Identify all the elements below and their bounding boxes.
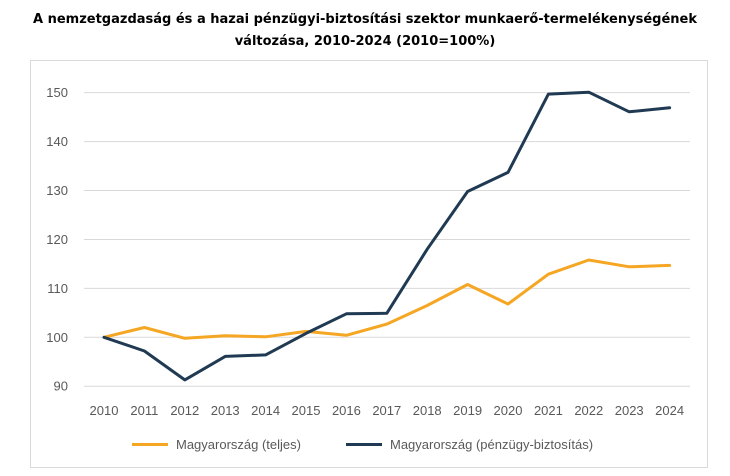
y-tick-label: 90 <box>54 379 68 394</box>
x-tick-label: 2017 <box>372 403 401 418</box>
legend: Magyarország (teljes) Magyarország (pénz… <box>0 432 730 456</box>
legend-swatch-teljes <box>132 442 168 446</box>
x-tick-label: 2013 <box>211 403 240 418</box>
legend-item-penzugy[interactable]: Magyarország (pénzügy-biztosítás) <box>346 432 593 456</box>
series-lines <box>102 90 672 382</box>
x-tick-label: 2010 <box>90 403 119 418</box>
y-tick-label: 110 <box>47 281 68 296</box>
chart-title-line-2: változása, 2010-2024 (2010=100%) <box>234 34 496 49</box>
series-line-1[interactable] <box>102 90 672 382</box>
gridlines <box>84 92 690 387</box>
x-tick-label: 2024 <box>655 403 684 418</box>
x-tick-label: 2021 <box>534 403 563 418</box>
series-line-0[interactable] <box>102 258 672 340</box>
legend-item-teljes[interactable]: Magyarország (teljes) <box>132 432 301 456</box>
y-tick-label: 100 <box>46 330 68 345</box>
legend-label-penzugy: Magyarország (pénzügy-biztosítás) <box>390 436 594 452</box>
y-axis-ticks: 90 100 110 120 130 140 150 <box>46 85 68 394</box>
x-tick-label: 2018 <box>413 403 442 418</box>
y-tick-label: 130 <box>46 183 68 198</box>
x-tick-label: 2022 <box>574 403 603 418</box>
y-tick-label: 140 <box>46 134 68 149</box>
x-tick-label: 2023 <box>615 403 644 418</box>
y-tick-label: 120 <box>46 232 68 247</box>
x-tick-label: 2011 <box>130 403 158 418</box>
x-tick-label: 2012 <box>170 403 199 418</box>
x-axis-ticks: 2010 2011 2012 2013 2014 2015 2016 2017 2018 2019… <box>90 403 685 418</box>
legend-label-teljes: Magyarország (teljes) <box>176 436 301 452</box>
x-tick-label: 2020 <box>494 403 523 418</box>
x-tick-label: 2019 <box>453 403 482 418</box>
x-tick-label: 2014 <box>251 403 280 418</box>
chart-frame <box>30 60 708 468</box>
chart-title: A nemzetgazdaság és a hazai pénzügyi-biz… <box>0 9 730 53</box>
y-tick-label: 150 <box>46 85 68 100</box>
chart-title-line-1: A nemzetgazdaság és a hazai pénzügyi-biz… <box>33 12 697 27</box>
legend-swatch-penzugy <box>346 442 382 446</box>
x-tick-label: 2016 <box>332 403 361 418</box>
x-tick-label: 2015 <box>292 403 321 418</box>
